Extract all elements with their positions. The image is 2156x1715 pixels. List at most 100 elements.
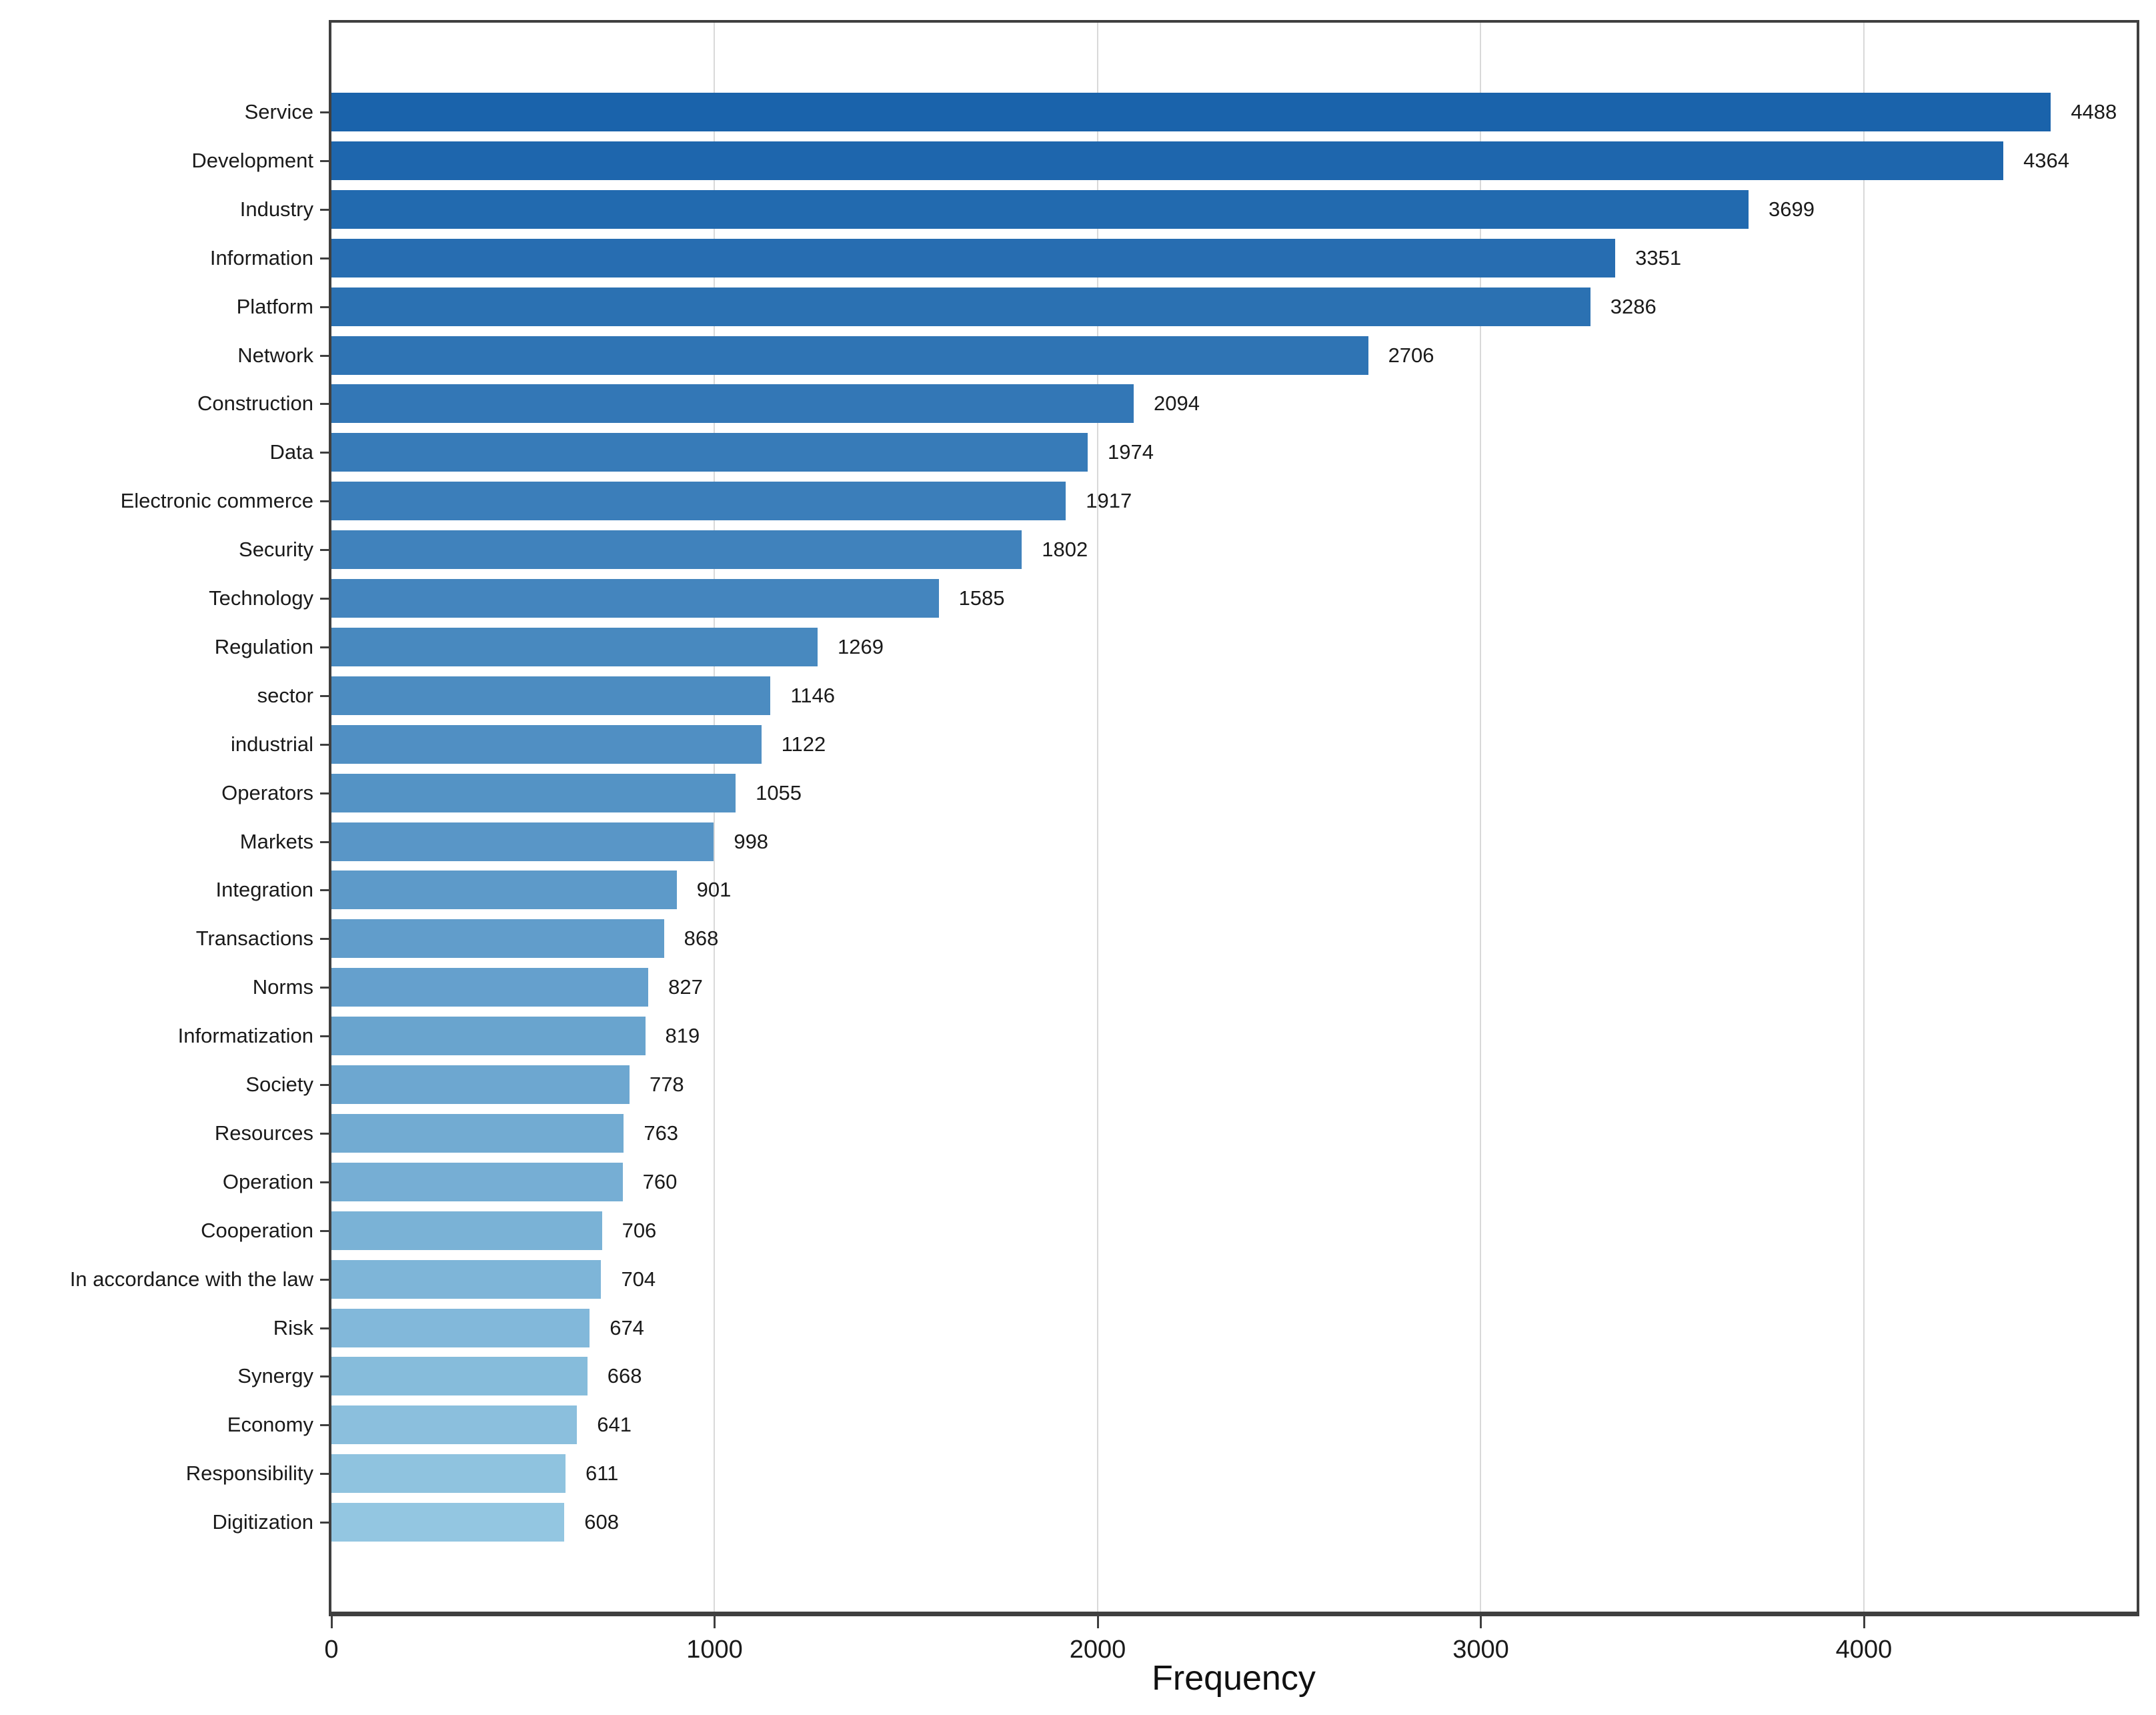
bar [331,384,1134,424]
bar-value-label: 1585 [958,586,1005,610]
bar-value-label: 668 [607,1364,642,1388]
bar [331,1065,630,1104]
bar-value-label: 641 [597,1413,632,1437]
bar [331,1162,623,1201]
bar-value-label: 704 [621,1267,656,1291]
gridline [1480,20,1482,1613]
bar-value-label: 819 [665,1024,700,1048]
y-tick-mark [320,500,331,503]
y-tick-mark [320,1327,331,1329]
bar [331,627,818,666]
y-tick-mark [320,743,331,746]
y-tick-label: Electronic commerce [120,489,313,513]
x-tick-mark [1096,1616,1099,1628]
y-tick-mark [320,1084,331,1086]
y-tick-mark [320,452,331,454]
y-tick-label: Construction [197,392,313,416]
bar [331,238,1616,277]
gridline [1863,20,1865,1613]
y-tick-label: Service [244,100,313,123]
x-tick-mark [331,1616,333,1628]
bar-value-label: 998 [734,829,769,853]
axis-spine-top [329,20,2139,23]
y-tick-label: Transactions [195,927,313,951]
y-tick-mark [320,840,331,843]
bar-value-label: 760 [642,1169,678,1193]
y-tick-mark [320,792,331,794]
bar [331,822,714,861]
y-tick-mark [320,987,331,989]
bar [331,530,1022,570]
bar [331,93,2051,131]
bar-value-label: 1055 [756,780,802,804]
bar [331,968,649,1007]
bar [331,1113,624,1153]
axis-spine-left [329,20,331,1616]
bar-value-label: 3699 [1769,197,1815,221]
x-tick-mark [1480,1616,1482,1628]
gridline [714,20,716,1613]
y-tick-label: Operation [222,1169,313,1193]
bar-value-label: 868 [684,927,719,951]
bar [331,871,677,910]
y-tick-label: Cooperation [201,1218,313,1242]
y-tick-label: Economy [227,1413,313,1437]
y-tick-label: industrial [230,732,313,756]
bar [331,579,939,618]
y-tick-label: Operators [221,780,313,804]
y-tick-mark [320,1229,331,1232]
bar-value-label: 827 [668,975,703,999]
y-tick-mark [320,1181,331,1183]
bar-value-label: 2094 [1153,392,1200,416]
y-tick-mark [320,889,331,892]
y-tick-label: Network [237,343,313,367]
y-tick-mark [320,306,331,308]
bar-value-label: 1122 [781,732,826,756]
bar [331,141,2004,180]
bar-value-label: 1269 [838,634,884,658]
bar [331,189,1749,229]
y-tick-mark [320,1035,331,1038]
y-tick-mark [320,938,331,941]
y-tick-label: Industry [239,197,313,221]
y-tick-label: Risk [273,1315,313,1339]
bar-value-label: 1974 [1108,440,1154,464]
bar-value-label: 901 [696,878,732,902]
bar [331,1308,590,1347]
y-tick-label: Data [269,440,313,464]
y-tick-mark [320,1132,331,1135]
bar [331,919,664,959]
bar-value-label: 1146 [790,683,836,707]
bar-value-label: 1917 [1086,489,1132,513]
bar [331,1017,646,1056]
y-tick-mark [320,1522,331,1524]
bar-value-label: 611 [586,1462,619,1486]
bar [331,724,762,764]
bar [331,336,1368,375]
y-tick-mark [320,159,331,162]
y-tick-label: Technology [209,586,313,610]
y-tick-mark [320,1375,331,1378]
bar-value-label: 763 [644,1121,679,1145]
y-tick-label: Synergy [237,1364,313,1388]
bar-value-label: 4364 [2023,148,2070,172]
y-tick-label: Markets [239,829,313,853]
bar [331,433,1088,472]
y-tick-mark [320,1278,331,1281]
bar [331,287,1590,326]
bar [331,1357,588,1396]
gridline [1096,20,1098,1613]
bar-value-label: 706 [622,1218,657,1242]
bar [331,676,771,715]
bar-value-label: 1802 [1042,538,1088,562]
x-tick-label: 2000 [1069,1636,1126,1664]
bar-value-label: 608 [584,1510,620,1534]
y-tick-label: Regulation [214,634,313,658]
bar [331,1454,566,1494]
x-tick-mark [1863,1616,1865,1628]
x-tick-label: 3000 [1452,1636,1509,1664]
y-tick-label: Development [191,148,313,172]
y-tick-mark [320,111,331,113]
y-tick-mark [320,646,331,648]
